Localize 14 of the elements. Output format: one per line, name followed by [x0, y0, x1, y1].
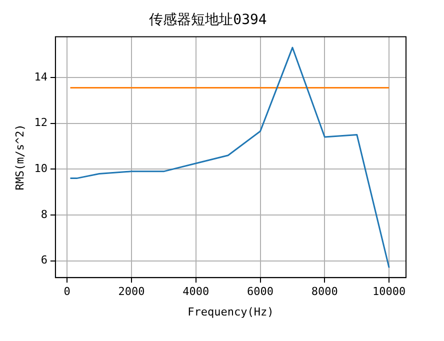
y-tick-label: 10 — [34, 162, 48, 175]
y-tick-label: 12 — [34, 116, 48, 130]
x-tick-label: 6000 — [247, 285, 274, 298]
y-tick-label: 8 — [40, 208, 48, 221]
x-tick-label: 10000 — [372, 285, 406, 298]
chart-title: 传感器短地址0394 — [149, 12, 267, 28]
x-tick-label: 2000 — [118, 285, 145, 298]
y-tick-label: 14 — [34, 70, 48, 84]
x-tick-label: 4000 — [182, 285, 210, 298]
x-axis-title: Frequency(Hz) — [188, 305, 274, 318]
y-axis-title: RMS(m/s^2) — [13, 124, 26, 190]
x-tick-label: 8000 — [311, 285, 338, 298]
x-tick-label: 0 — [64, 285, 70, 298]
y-tick-label: 6 — [40, 254, 48, 267]
